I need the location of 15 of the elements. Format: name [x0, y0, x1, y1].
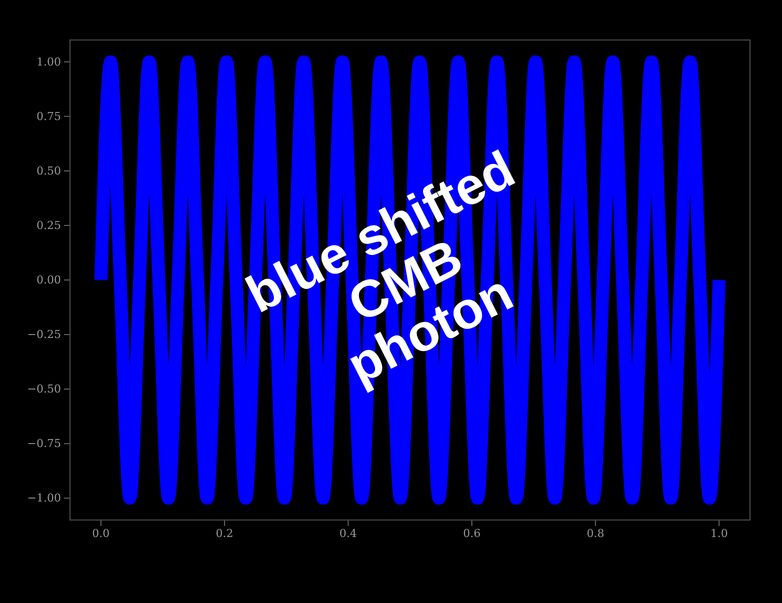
- y-tick-label: −0.25: [27, 328, 61, 342]
- y-tick-label: 0.50: [36, 164, 61, 178]
- y-tick-label: 0.75: [36, 110, 61, 123]
- y-tick-label: 0.25: [36, 218, 61, 232]
- y-tick-label: −0.50: [27, 382, 61, 396]
- x-tick-label: 0.8: [586, 526, 604, 540]
- x-tick-label: 0.0: [92, 526, 110, 540]
- x-tick-label: 0.2: [216, 526, 234, 540]
- y-tick-label: 0.00: [36, 274, 61, 287]
- y-tick-label: −0.75: [27, 437, 61, 450]
- y-tick-label: 1.00: [36, 55, 61, 68]
- x-tick-label: 0.6: [463, 526, 481, 540]
- x-tick-label: 0.4: [339, 526, 357, 540]
- x-tick-label: 1.0: [710, 526, 728, 540]
- y-tick-label: −1.00: [27, 492, 61, 505]
